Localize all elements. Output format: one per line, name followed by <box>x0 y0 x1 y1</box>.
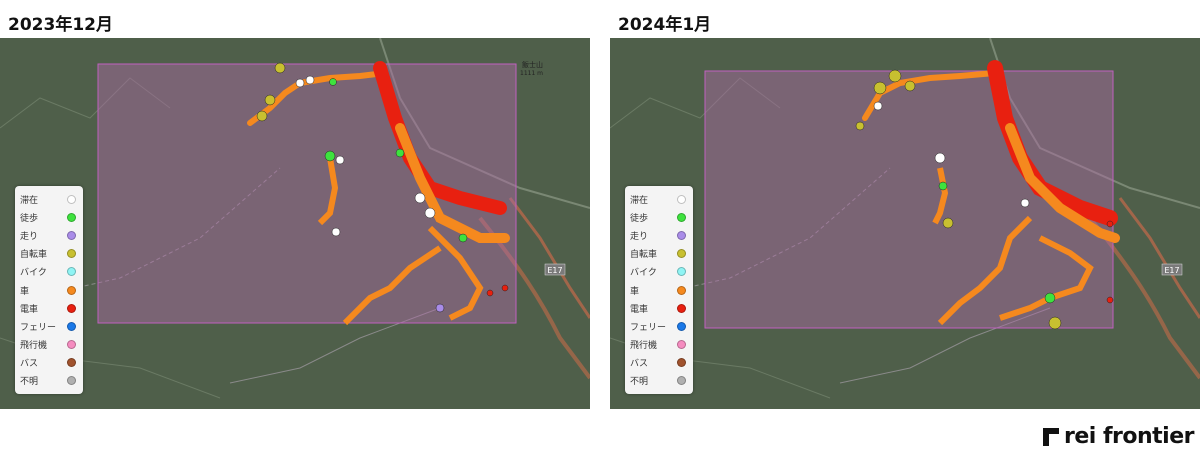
highway-label: E17 <box>1164 266 1179 275</box>
map-view[interactable]: E17 <box>610 38 1200 409</box>
legend-item-train: 電車 <box>625 299 693 317</box>
legend-item-car: 車 <box>15 281 83 299</box>
legend-item-airplane: 飛行機 <box>15 336 83 354</box>
brand-mark-icon <box>1043 427 1059 446</box>
legend: 滞在 徒歩 走り 自転車 バイク 車 電車 フェリー 飛行機 バス 不明 <box>625 186 693 395</box>
peak-label: 飯士山 <box>522 60 543 69</box>
legend-item-unknown: 不明 <box>15 372 83 390</box>
panel-title: 2024年1月 <box>618 15 712 35</box>
legend-item-walk: 徒歩 <box>625 208 693 226</box>
legend-item-run: 走り <box>15 226 83 244</box>
route-cluster-north <box>247 62 388 126</box>
highway-label: E17 <box>547 266 562 275</box>
route-cluster-main <box>937 60 1120 330</box>
map-canvas[interactable]: E17 <box>610 38 1200 409</box>
legend-item-bus: バス <box>15 354 83 372</box>
peak-elevation: 1111 m <box>520 70 543 77</box>
legend-item-airplane: 飛行機 <box>625 336 693 354</box>
legend-item-walk: 徒歩 <box>15 208 83 226</box>
legend-item-stay: 滞在 <box>625 190 693 208</box>
legend-item-motorbike: バイク <box>15 263 83 281</box>
brand-logo: rei frontier <box>1041 424 1195 449</box>
panel-2024-01: 2024年1月 E17 <box>610 0 1200 410</box>
legend-item-stay: 滞在 <box>15 190 83 208</box>
legend-item-train: 電車 <box>15 299 83 317</box>
route-cluster-center <box>317 150 345 237</box>
route-cluster-north <box>855 69 998 131</box>
legend-item-ferry: フェリー <box>625 317 693 335</box>
legend-item-car: 車 <box>625 281 693 299</box>
legend-item-ferry: フェリー <box>15 317 83 335</box>
panel-2023-12: 2023年12月 E17 飯士山 1111 m <box>0 0 590 410</box>
legend-item-motorbike: バイク <box>625 263 693 281</box>
brand-name: rei frontier <box>1064 424 1195 449</box>
map-canvas[interactable]: E17 飯士山 1111 m <box>0 38 590 409</box>
legend-item-bicycle: 自転車 <box>15 245 83 263</box>
legend-item-unknown: 不明 <box>625 372 693 390</box>
legend-item-bicycle: 自転車 <box>625 245 693 263</box>
legend: 滞在 徒歩 走り 自転車 バイク 車 電車 フェリー 飛行機 バス 不明 <box>15 186 83 395</box>
legend-item-bus: バス <box>625 354 693 372</box>
route-cluster-center <box>932 152 954 229</box>
legend-item-run: 走り <box>625 226 693 244</box>
map-view[interactable]: E17 飯士山 1111 m <box>0 38 590 409</box>
route-cluster-main <box>342 61 510 326</box>
panel-title: 2023年12月 <box>8 15 113 35</box>
